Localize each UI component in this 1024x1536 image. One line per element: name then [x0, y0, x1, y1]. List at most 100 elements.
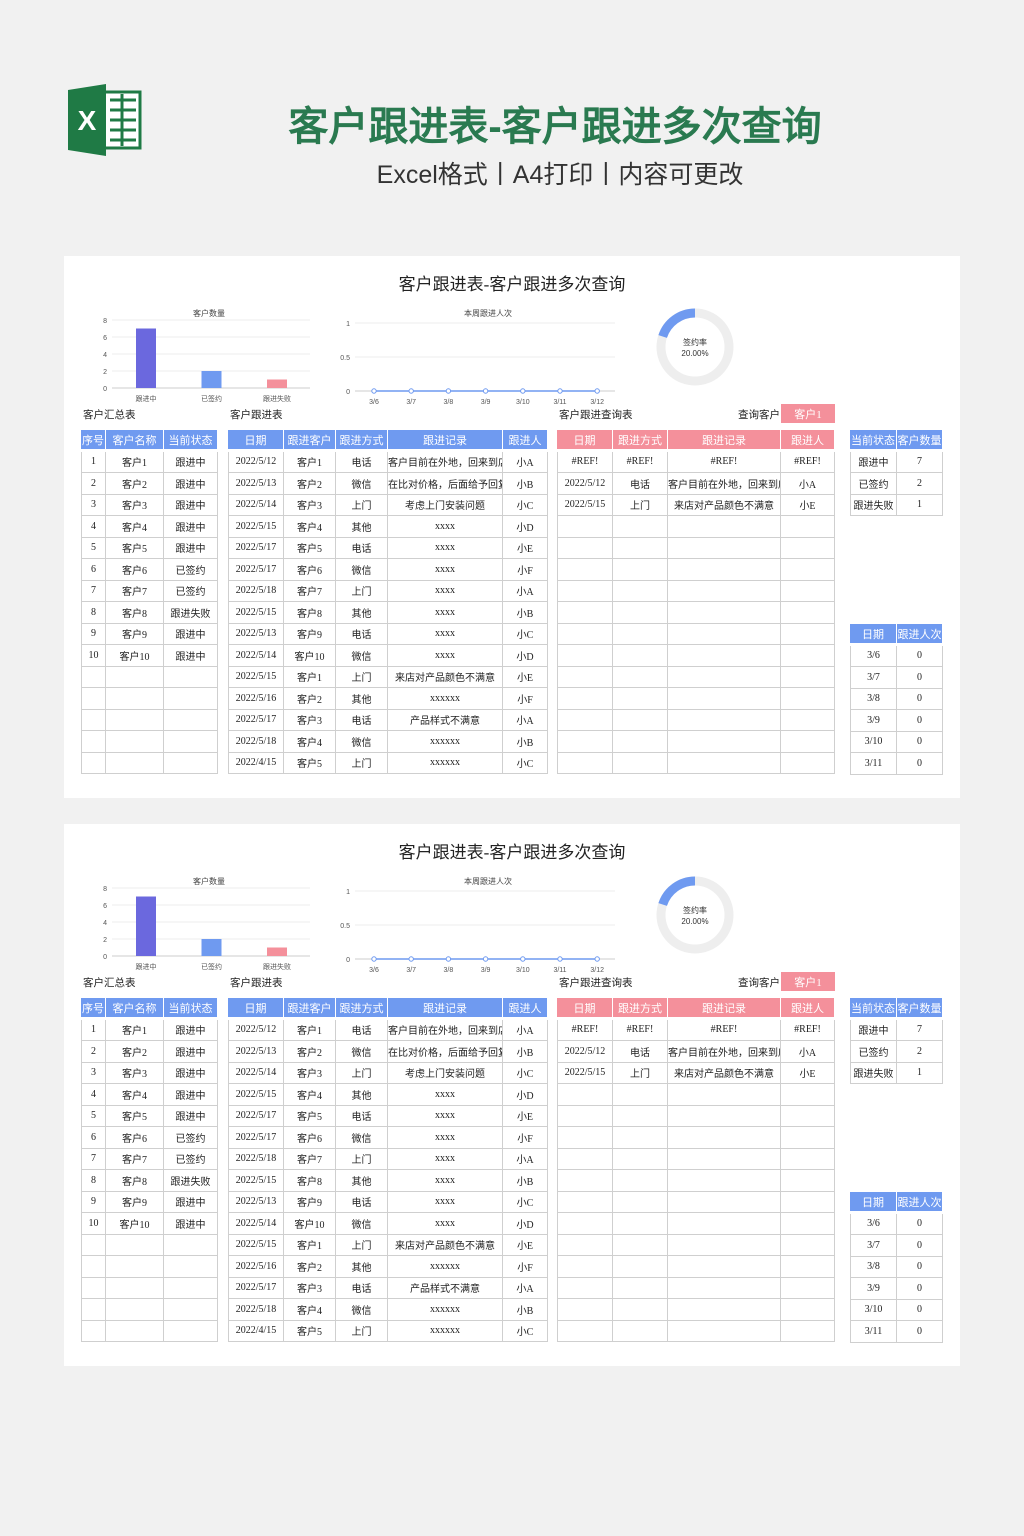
table-cell: [668, 731, 781, 753]
table-cell: 小B: [503, 1041, 548, 1063]
header-cell: 日期: [850, 624, 897, 644]
table-cell: 小B: [503, 1299, 548, 1321]
table-cell: 跟进中: [164, 1105, 218, 1127]
table-cell: xxxx: [388, 1084, 503, 1106]
header-cell: 当前状态: [850, 430, 897, 450]
bar: [267, 947, 287, 956]
table-cell: [781, 666, 835, 688]
table-cell: 客户8: [106, 602, 164, 624]
table-cell: xxxx: [388, 1191, 503, 1213]
table-cell: [781, 537, 835, 559]
table-cell: [557, 623, 613, 645]
page-subtitle: Excel格式丨A4打印丨内容可更改: [376, 161, 744, 189]
table-cell: [613, 645, 668, 667]
query-value: 客户1: [781, 404, 835, 423]
table-cell: 小E: [503, 666, 548, 688]
table-cell: 小F: [503, 688, 548, 710]
table-cell: [557, 516, 613, 538]
table-cell: [613, 1084, 668, 1106]
table-cell: 客户5: [284, 537, 336, 559]
table-cell: 8: [81, 602, 106, 624]
table-cell: 7: [897, 1019, 943, 1041]
y-tick-label: 2: [103, 937, 107, 944]
y-tick-label: 0: [346, 389, 350, 396]
chart-title: 客户数量: [193, 876, 225, 886]
table-cell: 0: [897, 753, 943, 775]
table-cell: 6: [81, 559, 106, 581]
table-cell: [613, 709, 668, 731]
table-cell: [613, 537, 668, 559]
table-cell: xxxx: [388, 645, 503, 667]
table-cell: [668, 666, 781, 688]
header-cell: 跟进客户: [284, 998, 336, 1018]
table-cell: [668, 537, 781, 559]
table-cell: 跟进失败: [850, 494, 897, 516]
table-cell: 跟进中: [164, 1213, 218, 1235]
table-cell: 在比对价格，后面给予回复: [388, 1041, 503, 1063]
table-cell: 电话: [336, 451, 388, 473]
table-cell: 其他: [336, 1170, 388, 1192]
table-cell: 小A: [503, 1019, 548, 1041]
header-cell: 跟进记录: [388, 430, 503, 450]
table-cell: 电话: [336, 709, 388, 731]
y-tick-label: 2: [103, 369, 107, 376]
header-cell: 跟进客户: [284, 430, 336, 450]
table-cell: 客户4: [284, 1084, 336, 1106]
table-cell: 小B: [503, 602, 548, 624]
x-tick-label: 3/8: [444, 967, 454, 974]
table-cell: xxxxxx: [388, 688, 503, 710]
table-cell: 产品样式不满意: [388, 1277, 503, 1299]
table-cell: [613, 602, 668, 624]
table-cell: 2022/5/18: [228, 1148, 284, 1170]
table-cell: 小B: [503, 1170, 548, 1192]
table-cell: 2022/5/17: [228, 1105, 284, 1127]
table-cell: [81, 666, 106, 688]
table-cell: [557, 1148, 613, 1170]
table-cell: 已签约: [164, 559, 218, 581]
table-cell: [557, 666, 613, 688]
table-cell: [668, 580, 781, 602]
header-cell: 跟进人: [503, 430, 548, 450]
table-cell: 客户6: [106, 559, 164, 581]
table-cell: 小F: [503, 1127, 548, 1149]
table-cell: xxxx: [388, 1105, 503, 1127]
table-cell: 5: [81, 1105, 106, 1127]
table-cell: 小A: [503, 1277, 548, 1299]
header-cell: 当前状态: [164, 998, 218, 1018]
table-cell: [557, 1084, 613, 1106]
table-cell: 2022/5/14: [228, 1062, 284, 1084]
y-tick-label: 0.5: [340, 355, 350, 362]
table-cell: xxxx: [388, 559, 503, 581]
table-cell: 2022/5/12: [228, 451, 284, 473]
header-cell: 日期: [850, 1192, 897, 1212]
table-cell: 3/10: [850, 1299, 897, 1321]
table-cell: 考虑上门安装问题: [388, 1062, 503, 1084]
header-cell: 跟进人次: [897, 1192, 943, 1212]
table-cell: [106, 731, 164, 753]
table-cell: 来店对产品颜色不满意: [668, 494, 781, 516]
sheet-title: 客户跟进表-客户跟进多次查询: [398, 843, 626, 862]
table-cell: 微信: [336, 731, 388, 753]
table-cell: [81, 752, 106, 774]
table-cell: 跟进中: [164, 516, 218, 538]
table-cell: 10: [81, 645, 106, 667]
table-cell: 跟进失败: [850, 1062, 897, 1084]
table-cell: [164, 666, 218, 688]
table-cell: [668, 1127, 781, 1149]
table-cell: [613, 1170, 668, 1192]
point: [371, 388, 377, 394]
table-cell: [81, 1320, 106, 1342]
table-cell: [668, 602, 781, 624]
table-cell: 客户2: [284, 473, 336, 495]
table-cell: [106, 1256, 164, 1278]
table-cell: [668, 688, 781, 710]
table-cell: [557, 1213, 613, 1235]
table-cell: 其他: [336, 516, 388, 538]
table-cell: 0: [897, 1299, 943, 1321]
table-cell: 小A: [781, 473, 835, 495]
table-cell: [557, 537, 613, 559]
table-cell: 0: [897, 1278, 943, 1300]
table-cell: 10: [81, 1213, 106, 1235]
table-cell: 2022/5/17: [228, 537, 284, 559]
table-cell: 小B: [503, 473, 548, 495]
